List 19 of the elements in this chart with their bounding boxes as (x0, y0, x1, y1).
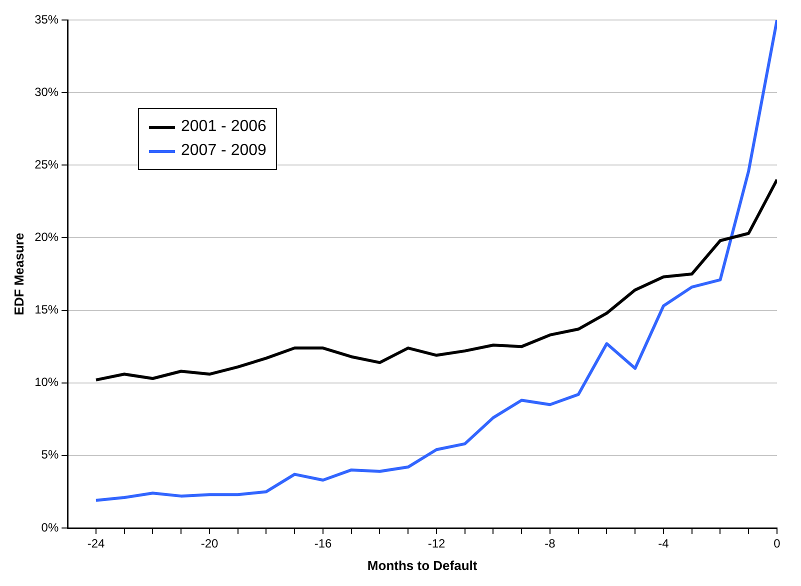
y-tick-label: 5% (41, 448, 59, 462)
x-tick-label: -12 (428, 536, 446, 551)
y-tick-label: 20% (34, 230, 59, 244)
x-tick-label: -16 (314, 536, 332, 551)
y-tick-label: 30% (34, 84, 59, 99)
x-axis-title: Months to Default (367, 558, 478, 573)
x-tick-label: 0 (774, 536, 781, 551)
y-tick-label: 10% (34, 375, 59, 390)
y-tick-label: 35% (34, 12, 59, 26)
legend-label: 2007 - 2009 (181, 141, 266, 161)
y-tick-label: 15% (34, 302, 59, 317)
y-axis-title: EDF Measure (11, 232, 26, 316)
x-tick-label: -20 (200, 536, 218, 551)
x-tick-label: -4 (658, 536, 670, 551)
x-tick-label: -8 (544, 536, 556, 551)
x-tick-label: -24 (87, 536, 105, 551)
y-tick-label: 25% (34, 157, 59, 172)
y-tick-label: 0% (41, 520, 59, 534)
legend-label: 2001 - 2006 (181, 117, 266, 137)
